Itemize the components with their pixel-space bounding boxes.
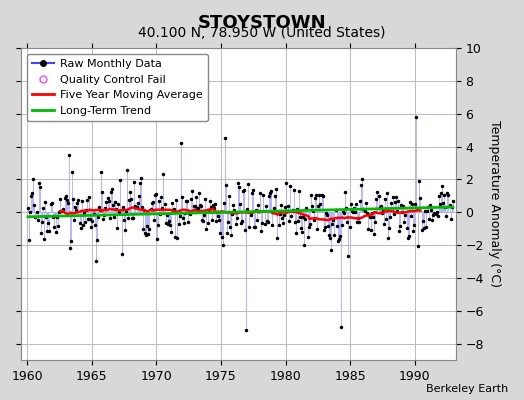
Text: 40.100 N, 78.950 W (United States): 40.100 N, 78.950 W (United States) xyxy=(138,26,386,40)
Text: Berkeley Earth: Berkeley Earth xyxy=(426,384,508,394)
Text: STOYSTOWN: STOYSTOWN xyxy=(198,14,326,32)
Legend: Raw Monthly Data, Quality Control Fail, Five Year Moving Average, Long-Term Tren: Raw Monthly Data, Quality Control Fail, … xyxy=(27,54,208,121)
Y-axis label: Temperature Anomaly (°C): Temperature Anomaly (°C) xyxy=(488,120,501,288)
